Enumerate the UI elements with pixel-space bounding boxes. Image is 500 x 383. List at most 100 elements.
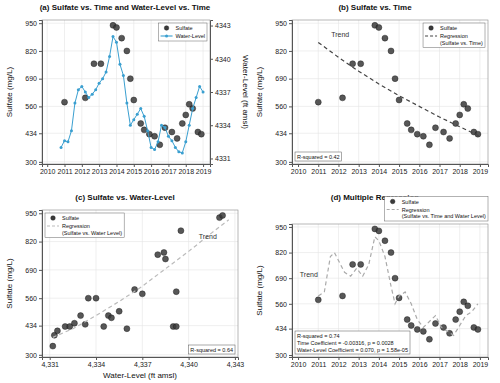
- x-axis-tick-label: 2019: [196, 168, 212, 175]
- series-point: [202, 91, 205, 94]
- x-axis-tick: 4,343: [227, 357, 245, 368]
- series-line: [61, 37, 203, 153]
- x-grid-line: [378, 20, 379, 164]
- x-axis-tick-mark: [440, 357, 441, 360]
- scatter-point: [179, 120, 185, 126]
- y-axis-tick-mark: [289, 329, 292, 330]
- y-grid-line: [42, 161, 210, 162]
- plot-frame: [42, 20, 210, 164]
- y-axis-tick: 560: [275, 103, 292, 110]
- series-point: [153, 148, 156, 151]
- scatter-point: [465, 303, 471, 309]
- y2-axis-tick-mark: [210, 92, 213, 93]
- y-axis-tick-mark: [39, 213, 42, 214]
- legend-symbol: [47, 225, 59, 226]
- scatter-point: [404, 317, 410, 323]
- y2-axis-tick: 4337: [210, 89, 231, 96]
- x-axis-tick: 2016: [144, 164, 160, 175]
- x-axis-tick-mark: [151, 164, 152, 167]
- y-axis-tick-mark: [289, 253, 292, 254]
- scatter-point: [340, 293, 346, 299]
- scatter-point: [198, 131, 204, 137]
- legend-label: Sulfate: [176, 25, 193, 31]
- legend-label: Sulfate: [402, 199, 419, 205]
- x-axis-line: [43, 165, 211, 168]
- annotation: Trend: [331, 31, 349, 38]
- scatter-point: [85, 295, 91, 301]
- legend-item: Sulfate: [429, 25, 457, 31]
- scatter-point: [432, 125, 438, 131]
- x-axis-tick: 2016: [412, 164, 428, 175]
- series-point: [63, 139, 66, 142]
- scatter-point: [78, 313, 84, 319]
- panel: (d) Multiple Regression20102011201220132…: [255, 193, 489, 368]
- x-axis-tick: 4,337: [134, 357, 152, 368]
- y-axis-tick-label: 434: [275, 325, 287, 332]
- y-axis-tick-label: 434: [25, 322, 37, 329]
- y-axis-tick-label: 820: [275, 249, 287, 256]
- grid: [292, 224, 488, 357]
- x-axis-tick-label: 2011: [311, 168, 326, 175]
- x-axis-tick-label: 2011: [57, 168, 72, 175]
- x-axis-tick-mark: [50, 357, 51, 360]
- panel: (b) Sulfate vs. Time20102011201220132014…: [255, 3, 489, 175]
- y-axis-tick: 300: [25, 352, 42, 359]
- x-axis-tick-label: 2013: [351, 361, 367, 368]
- scatter-point: [174, 135, 180, 141]
- y-axis-tick: 950: [275, 20, 292, 27]
- scatter-point: [404, 120, 410, 126]
- x-grid-line: [234, 210, 235, 357]
- x-axis: 2010201120122013201420152016201720182019: [291, 357, 489, 368]
- stats-box: R-squared = 0.74Time Coefficient = -0.00…: [295, 331, 410, 354]
- series-point: [160, 124, 163, 127]
- y-axis-tick-mark: [39, 355, 42, 356]
- y-axis-tick-mark: [39, 23, 42, 24]
- legend-item: Sulfate: [51, 215, 79, 221]
- legend: Sulfate Regression(Sulfate vs. Time): [423, 23, 485, 48]
- plot-frame: [292, 20, 488, 164]
- legend-item: Regression(Sulfate vs. Time): [425, 33, 483, 46]
- y-axis-title: Sulfate (mg/L): [5, 67, 14, 118]
- x-axis-tick-label: 2012: [331, 361, 347, 368]
- y-axis-tick-mark: [39, 133, 42, 134]
- title: (a) Sulfate vs. Time and Water-Level vs.…: [40, 3, 211, 12]
- x-axis-tick: 2010: [291, 357, 307, 368]
- y-axis-tick-mark: [289, 227, 292, 228]
- scatter-point: [220, 212, 226, 218]
- y-axis-tick-label: 560: [275, 301, 287, 308]
- x-axis-tick: 2018: [452, 357, 468, 368]
- x-axis-tick: 4,340: [180, 357, 198, 368]
- x-axis-tick: 2012: [331, 164, 347, 175]
- scatter-point: [426, 142, 432, 148]
- y-grid-line: [42, 269, 238, 270]
- x-axis-line: [293, 165, 489, 168]
- x-axis-tick: 2011: [311, 164, 326, 175]
- y2-axis-tick: 4331: [210, 155, 231, 162]
- y-axis-tick-label: 690: [25, 267, 37, 274]
- x-axis-tick-mark: [338, 357, 339, 360]
- series-point: [163, 126, 166, 129]
- scatter-point: [173, 324, 179, 330]
- x-axis-tick-mark: [480, 357, 481, 360]
- scatter-point: [62, 99, 68, 105]
- stats-text: R-squared = 0.74: [297, 333, 340, 339]
- scatter-point: [138, 120, 144, 126]
- y-grid-line: [42, 354, 238, 355]
- y-axis-tick: 434: [275, 325, 292, 332]
- y-axis: 300434560690820950: [25, 210, 42, 359]
- series-point: [112, 35, 115, 38]
- y-grid-line: [292, 161, 488, 162]
- y-axis-tick: 690: [275, 75, 292, 82]
- x-axis-tick-label: 2016: [412, 361, 428, 368]
- x-grid-line: [298, 20, 299, 164]
- y-axis-tick-label: 300: [25, 159, 37, 166]
- y-axis-tick: 434: [25, 322, 42, 329]
- x-axis-tick-mark: [189, 357, 190, 360]
- series-point: [91, 93, 94, 96]
- scatter-point: [441, 129, 447, 135]
- y-axis-tick-mark: [289, 278, 292, 279]
- x-axis-tick: 2014: [109, 164, 125, 175]
- x-axis-tick-mark: [440, 164, 441, 167]
- y-axis-line: [289, 21, 293, 165]
- y-axis-tick-mark: [289, 79, 292, 80]
